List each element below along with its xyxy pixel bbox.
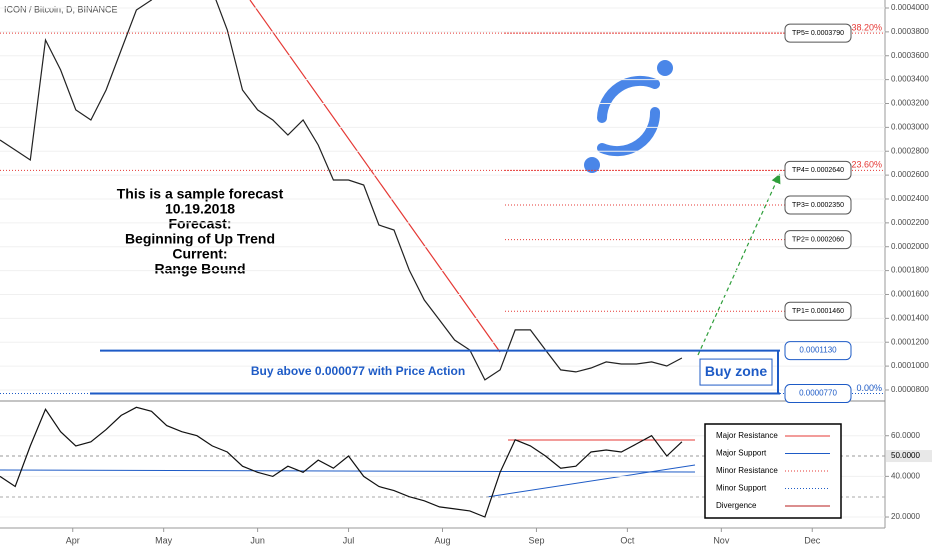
level-box <box>886 450 932 463</box>
y-tick-label: 0.0003200 <box>891 99 929 108</box>
target-label: TP2= 0.0002060 <box>792 236 844 243</box>
zone-price-box <box>784 384 852 404</box>
zone-note: Buy above 0.000077 with Price Action <box>251 364 465 378</box>
fib-label: 0.00% <box>856 383 882 393</box>
zone-title-box <box>699 358 773 386</box>
legend-label: Major Support <box>716 449 767 458</box>
target-label: TP5= 0.0003790 <box>792 30 844 37</box>
forecast-line: 10.19.2018 <box>165 201 235 217</box>
fib-label: 38.20% <box>851 22 882 32</box>
x-tick-label: Jun <box>250 535 265 545</box>
legend-label: Minor Support <box>716 484 767 493</box>
forecast-text: This is a sample forecast10.19.2018Forec… <box>117 186 284 277</box>
target-box <box>784 301 852 321</box>
forecast-line: This is a sample forecast <box>117 186 284 202</box>
forecast-arrow <box>697 173 781 356</box>
forecast-line: Range Bound <box>155 261 246 277</box>
x-tick-label: Aug <box>434 535 450 545</box>
target-label: TP1= 0.0001460 <box>792 308 844 315</box>
y-tick-label: 0.0002000 <box>891 242 929 251</box>
rsi-support-line <box>0 469 696 473</box>
x-tick-label: Oct <box>620 535 635 545</box>
legend-label: Divergence <box>716 501 757 510</box>
y-tick-label: 0.0001800 <box>891 266 929 275</box>
y-tick-label: 20.0000 <box>891 512 920 521</box>
zone-price-box <box>784 341 852 361</box>
icon-logo <box>584 60 673 173</box>
target-label: TP4= 0.0002640 <box>792 167 844 174</box>
y-tick-label: 0.0001600 <box>891 290 929 299</box>
x-tick-label: Dec <box>804 535 821 545</box>
x-tick-label: Jul <box>343 535 355 545</box>
x-tick-label: May <box>155 535 173 545</box>
overlay: 0.0000800 0.0001000 0.0001200 0.0001400 0.00… <box>66 3 932 545</box>
y-tick-label: 60.0000 <box>891 431 920 440</box>
forecast-line: Forecast: <box>168 216 231 232</box>
target-box <box>784 195 852 215</box>
zone-price-label: 0.0001130 <box>799 346 837 355</box>
zone-title: Buy zone <box>705 363 767 379</box>
forecast-line: Current: <box>172 246 227 262</box>
series-line <box>0 406 683 518</box>
level-label: 50.0000 <box>891 451 920 460</box>
y-tick-label: 0.0001200 <box>891 337 929 346</box>
series-line <box>0 0 683 381</box>
y-tick-label: 0.0004000 <box>891 3 929 12</box>
rsi-trend-line <box>486 464 696 498</box>
legend-label: Minor Resistance <box>716 466 778 475</box>
zone-price-label: 0.0000770 <box>799 389 837 398</box>
y-tick-label: 0.0003600 <box>891 51 929 60</box>
target-box <box>784 23 852 43</box>
y-tick-label: 0.0003800 <box>891 27 929 36</box>
y-tick-label: 0.0003400 <box>891 75 929 84</box>
target-box <box>784 160 852 180</box>
x-tick-label: Sep <box>528 535 544 545</box>
y-tick-label: 0.0002800 <box>891 146 929 155</box>
target-label: TP3= 0.0002350 <box>792 202 844 209</box>
x-tick-label: Apr <box>66 535 80 545</box>
y-tick-label: 0.0000800 <box>891 385 929 394</box>
y-tick-label: 0.0002600 <box>891 170 929 179</box>
forecast-line: Beginning of Up Trend <box>125 231 275 247</box>
legend-label: Major Resistance <box>716 431 778 440</box>
trend-line <box>249 0 501 353</box>
symbol-title: ICON / Bitcoin, D, BINANCE <box>4 4 118 14</box>
fib-label: 23.60% <box>851 160 882 170</box>
price-pane <box>0 0 885 395</box>
y-tick-label: 40.0000 <box>891 471 920 480</box>
target-box <box>784 230 852 250</box>
y-tick-label: 0.0001000 <box>891 361 929 370</box>
y-tick-label: 0.0002200 <box>891 218 929 227</box>
y-tick-label: 0.0001400 <box>891 313 929 322</box>
y-tick-label: 0.0003000 <box>891 122 929 131</box>
x-tick-label: Nov <box>713 535 730 545</box>
y-tick-label: 0.0002400 <box>891 194 929 203</box>
